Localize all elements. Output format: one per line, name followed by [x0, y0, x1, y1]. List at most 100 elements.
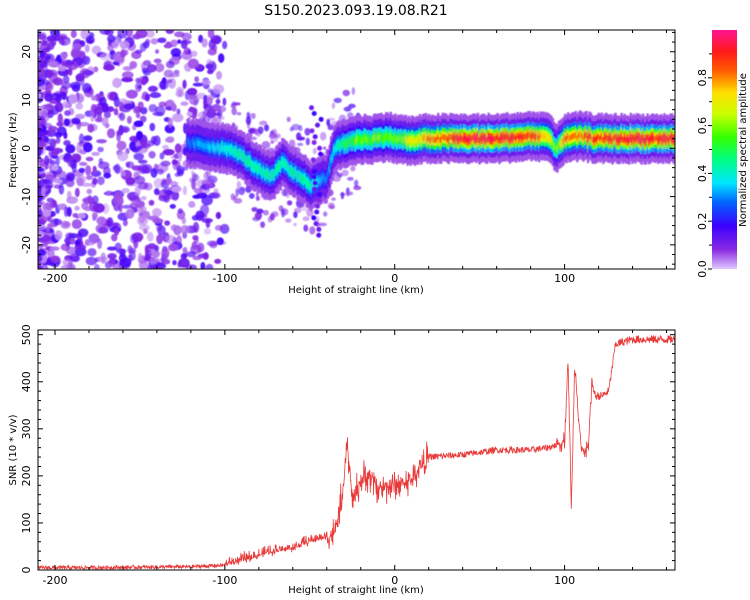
- heatmap-noise-blob: [93, 263, 100, 269]
- heatmap-noise-blob: [246, 111, 251, 119]
- heatmap-noise-blob: [66, 190, 72, 200]
- heatmap-ridge-cell: [625, 136, 628, 143]
- heatmap-noise-blob: [175, 86, 185, 95]
- heatmap-noise-blob: [46, 197, 55, 203]
- heatmap-noise-blob: [165, 177, 171, 186]
- heatmap-ridge-cell: [562, 138, 565, 145]
- heatmap-noise-blob: [172, 259, 177, 266]
- heatmap-noise-blob: [147, 243, 157, 250]
- heatmap-ridge-cell: [550, 136, 553, 143]
- heatmap-noise-blob: [215, 99, 221, 105]
- heatmap-noise-blob: [293, 211, 298, 219]
- heatmap-ridge-cell: [475, 135, 478, 142]
- heatmap-noise-blob: [149, 122, 156, 132]
- heatmap-ridge-cell: [253, 164, 256, 171]
- heatmap-ridge-cell: [343, 141, 347, 148]
- heatmap-noise-blob: [77, 212, 86, 219]
- heatmap-noise-blob: [248, 193, 255, 199]
- heatmap-ridge-cell: [602, 136, 605, 143]
- heatmap-ridge-cell: [342, 139, 345, 146]
- heatmap-ridge-cell: [638, 135, 642, 142]
- heatmap-ridge-cell: [323, 176, 327, 183]
- heatmap-noise-blob: [200, 261, 206, 269]
- heatmap-noise-blob: [38, 249, 46, 257]
- heatmap-noise-blob: [144, 93, 150, 102]
- heatmap-noise-blob: [62, 101, 70, 109]
- heatmap-noise-blob: [100, 252, 106, 262]
- heatmap-noise-blob: [38, 225, 46, 231]
- heatmap-noise-blob: [316, 226, 322, 232]
- heatmap-ridge-cell: [226, 147, 229, 154]
- heatmap-ridge-cell: [372, 135, 376, 141]
- heatmap-noise-blob: [139, 115, 147, 123]
- heatmap-noise-blob: [106, 246, 117, 251]
- heatmap-ridge-cell: [229, 147, 232, 154]
- heatmap-ridge-cell: [621, 136, 625, 143]
- heatmap-noise-blob: [107, 44, 114, 52]
- heatmap-noise-blob: [93, 203, 105, 213]
- heatmap-noise-blob: [130, 233, 138, 244]
- heatmap-noise-blob: [257, 126, 264, 135]
- heatmap-noise-blob: [119, 40, 130, 49]
- heatmap-noise-blob: [181, 216, 186, 225]
- heatmap-noise-blob: [213, 188, 219, 194]
- heatmap-noise-blob: [171, 103, 177, 112]
- heatmap-noise-blob: [212, 84, 225, 94]
- heatmap-noise-blob: [110, 233, 118, 242]
- heatmap-noise-blob: [43, 209, 51, 217]
- heatmap-noise-blob: [309, 105, 315, 111]
- heatmap-noise-blob: [81, 202, 89, 210]
- heatmap-ridge-cell: [333, 147, 336, 154]
- heatmap-ridge-cell: [433, 137, 437, 143]
- heatmap-ridge-cell: [296, 173, 299, 180]
- heatmap-ridge-cell: [285, 162, 289, 169]
- heatmap-noise-blob: [75, 175, 87, 184]
- heatmap-ridge-cell: [559, 141, 562, 147]
- heatmap-ridge-cell: [504, 134, 507, 141]
- heatmap-noise-blob: [60, 220, 71, 229]
- heatmap-ridge-cell: [427, 135, 431, 141]
- heatmap-ytick-label: -10: [20, 188, 33, 206]
- heatmap-noise-blob: [271, 128, 278, 135]
- heatmap-ridge-cell: [430, 135, 434, 142]
- heatmap-noise-blob: [68, 93, 78, 105]
- heatmap-ridge-cell: [259, 166, 263, 173]
- heatmap-noise-blob: [187, 58, 199, 69]
- heatmap-noise-blob: [312, 180, 318, 186]
- heatmap-ridge-cell: [521, 134, 524, 141]
- heatmap-noise-blob: [152, 218, 164, 224]
- heatmap-noise-blob: [171, 190, 180, 201]
- heatmap-ridge-cell: [381, 136, 385, 142]
- heatmap-noise-blob: [54, 230, 63, 241]
- heatmap-ridge-cell: [510, 134, 513, 141]
- heatmap-noise-blob: [201, 79, 211, 86]
- heatmap-ridge-cell: [626, 136, 629, 143]
- heatmap-ridge-cell: [242, 153, 246, 160]
- heatmap-noise-blob: [56, 126, 67, 136]
- heatmap-ridge-cell: [187, 138, 191, 145]
- heatmap-noise-blob: [146, 231, 154, 242]
- heatmap-noise-blob: [316, 197, 322, 203]
- heatmap-ridge-cell: [516, 133, 519, 140]
- snr-xtick-label: 100: [554, 574, 575, 587]
- heatmap-ridge-cell: [336, 143, 339, 149]
- heatmap-noise-blob: [62, 258, 73, 267]
- heatmap-noise-blob: [165, 60, 175, 69]
- heatmap-noise-blob: [176, 165, 185, 175]
- heatmap-noise-blob: [99, 52, 112, 61]
- heatmap-ytick-label: 0: [20, 145, 33, 152]
- heatmap-ridge-cell: [579, 131, 582, 138]
- heatmap-noise-blob: [38, 55, 45, 65]
- heatmap-noise-blob: [148, 150, 156, 159]
- heatmap-ridge-cell: [307, 180, 310, 187]
- heatmap-ridge-cell: [432, 136, 435, 143]
- heatmap-ridge-cell: [426, 136, 429, 143]
- heatmap-noise-blob: [236, 180, 242, 190]
- heatmap-ridge-cell: [418, 135, 422, 142]
- heatmap-noise-blob: [84, 241, 95, 246]
- heatmap-noise-blob: [326, 119, 331, 127]
- heatmap-noise-blob: [311, 186, 317, 192]
- heatmap-noise-blob: [180, 224, 190, 235]
- heatmap-ridge-cell: [404, 136, 408, 143]
- heatmap-noise-blob: [138, 224, 150, 231]
